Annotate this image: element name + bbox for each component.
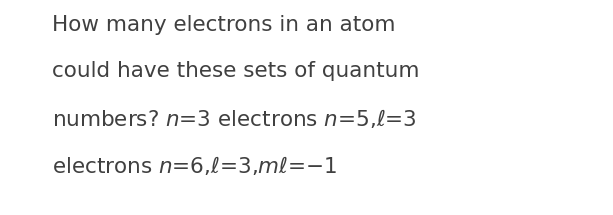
Text: numbers? $n$=3 electrons $n$=5,$\ell$=3: numbers? $n$=3 electrons $n$=5,$\ell$=3 bbox=[52, 108, 417, 131]
Text: electrons $n$=6,$\ell$=3,$m\ell$=−1: electrons $n$=6,$\ell$=3,$m\ell$=−1 bbox=[52, 154, 338, 177]
Text: could have these sets of quantum: could have these sets of quantum bbox=[52, 61, 420, 81]
Text: How many electrons in an atom: How many electrons in an atom bbox=[52, 15, 395, 35]
